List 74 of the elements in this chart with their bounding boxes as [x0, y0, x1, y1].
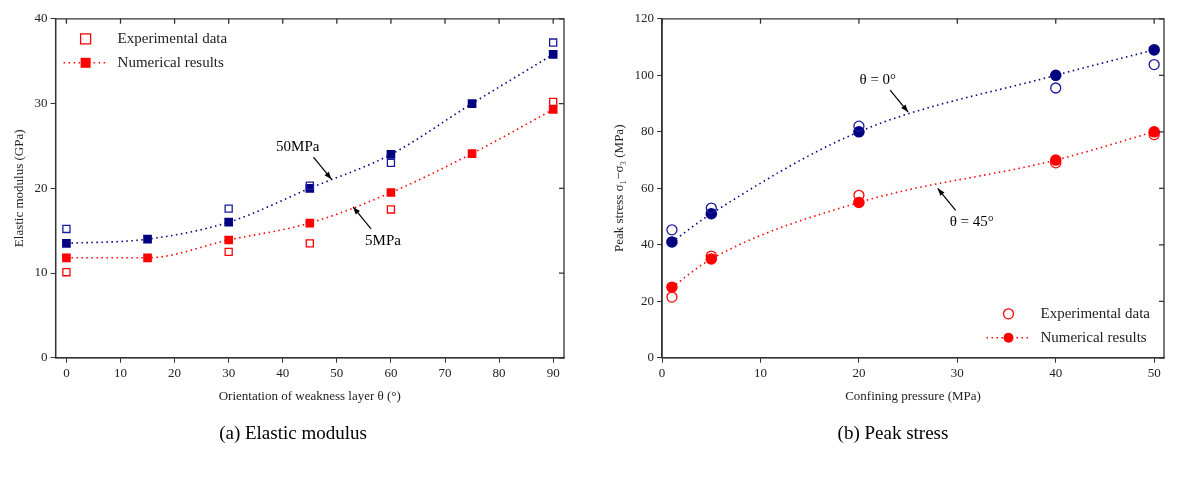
x-tick-label: 70 [438, 365, 452, 381]
point [143, 234, 152, 244]
point [62, 268, 71, 277]
x-tick-label: 50 [1147, 365, 1161, 381]
point [666, 224, 678, 236]
x-tick-label: 20 [168, 365, 182, 381]
y-tick-label: 30 [34, 94, 48, 110]
point [305, 218, 315, 228]
x-tick-label: 30 [222, 365, 236, 381]
legend-label: Numerical results [117, 53, 224, 70]
x-tick-label: 10 [754, 365, 768, 381]
text: (b) Peak stress [836, 422, 950, 444]
annotation: θ = 0° [859, 70, 897, 87]
point [549, 97, 558, 107]
y-tick-label: 20 [641, 292, 655, 308]
x-tick-label: 30 [950, 365, 964, 381]
x-tick-label: 60 [384, 365, 398, 381]
point [666, 281, 678, 293]
y-axis-title: Peak stress σ₁−σ₃ (MPa) [611, 124, 627, 253]
y-tick-label: 0 [41, 349, 48, 365]
legend-label: Numerical results [1040, 328, 1147, 345]
point [224, 217, 234, 227]
x-tick-label: 20 [852, 365, 866, 381]
x-axis-title: Orientation of weakness layer θ (°) [218, 387, 401, 403]
y-tick-label: 120 [634, 10, 655, 26]
point [1049, 69, 1062, 82]
annotation: θ = 45° [949, 213, 994, 230]
x-axis-title: Confining pressure (MPa) [845, 387, 981, 403]
x-tick-label: 0 [63, 365, 70, 381]
y-axis-title: Elastic modulus (GPa) [11, 129, 27, 248]
point [1148, 58, 1160, 71]
y-tick-label: 60 [641, 179, 655, 195]
point [666, 291, 678, 303]
point [224, 247, 233, 257]
point [224, 235, 234, 245]
point [548, 105, 558, 114]
point [305, 239, 314, 248]
point [1050, 82, 1062, 94]
point [224, 204, 233, 213]
annotation: 5MPa [365, 231, 402, 248]
y-tick-label: 80 [641, 123, 655, 139]
point [467, 149, 477, 158]
y-tick-label: 0 [647, 349, 655, 365]
x-tick-label: 40 [1049, 365, 1063, 381]
point [1148, 44, 1160, 56]
x-tick-label: 10 [114, 365, 127, 381]
point [666, 236, 678, 248]
x-tick-label: 90 [546, 365, 560, 381]
y-tick-label: 10 [34, 264, 48, 280]
annotation: 50MPa [276, 138, 320, 155]
point [62, 224, 71, 234]
point [386, 188, 396, 197]
y-tick-label: 100 [634, 66, 655, 82]
point [143, 253, 152, 263]
point [549, 38, 558, 47]
point [705, 202, 717, 214]
legend-label: Experimental data [1040, 304, 1151, 321]
y-tick-label: 40 [641, 236, 655, 252]
x-tick-label: 0 [658, 365, 666, 381]
point [386, 150, 396, 159]
x-tick-label: 50 [330, 365, 344, 381]
x-tick-label: 40 [276, 365, 290, 381]
x-tick-label: 80 [492, 365, 506, 381]
point [62, 239, 71, 248]
y-tick-label: 40 [34, 10, 48, 26]
legend-label: Experimental data [117, 29, 228, 46]
point [548, 50, 558, 59]
text: (a) Elastic modulus [218, 422, 368, 444]
point [62, 253, 71, 263]
point [386, 158, 396, 168]
y-tick-label: 20 [34, 179, 48, 195]
point [386, 205, 396, 214]
point [853, 120, 865, 132]
point [467, 99, 477, 108]
